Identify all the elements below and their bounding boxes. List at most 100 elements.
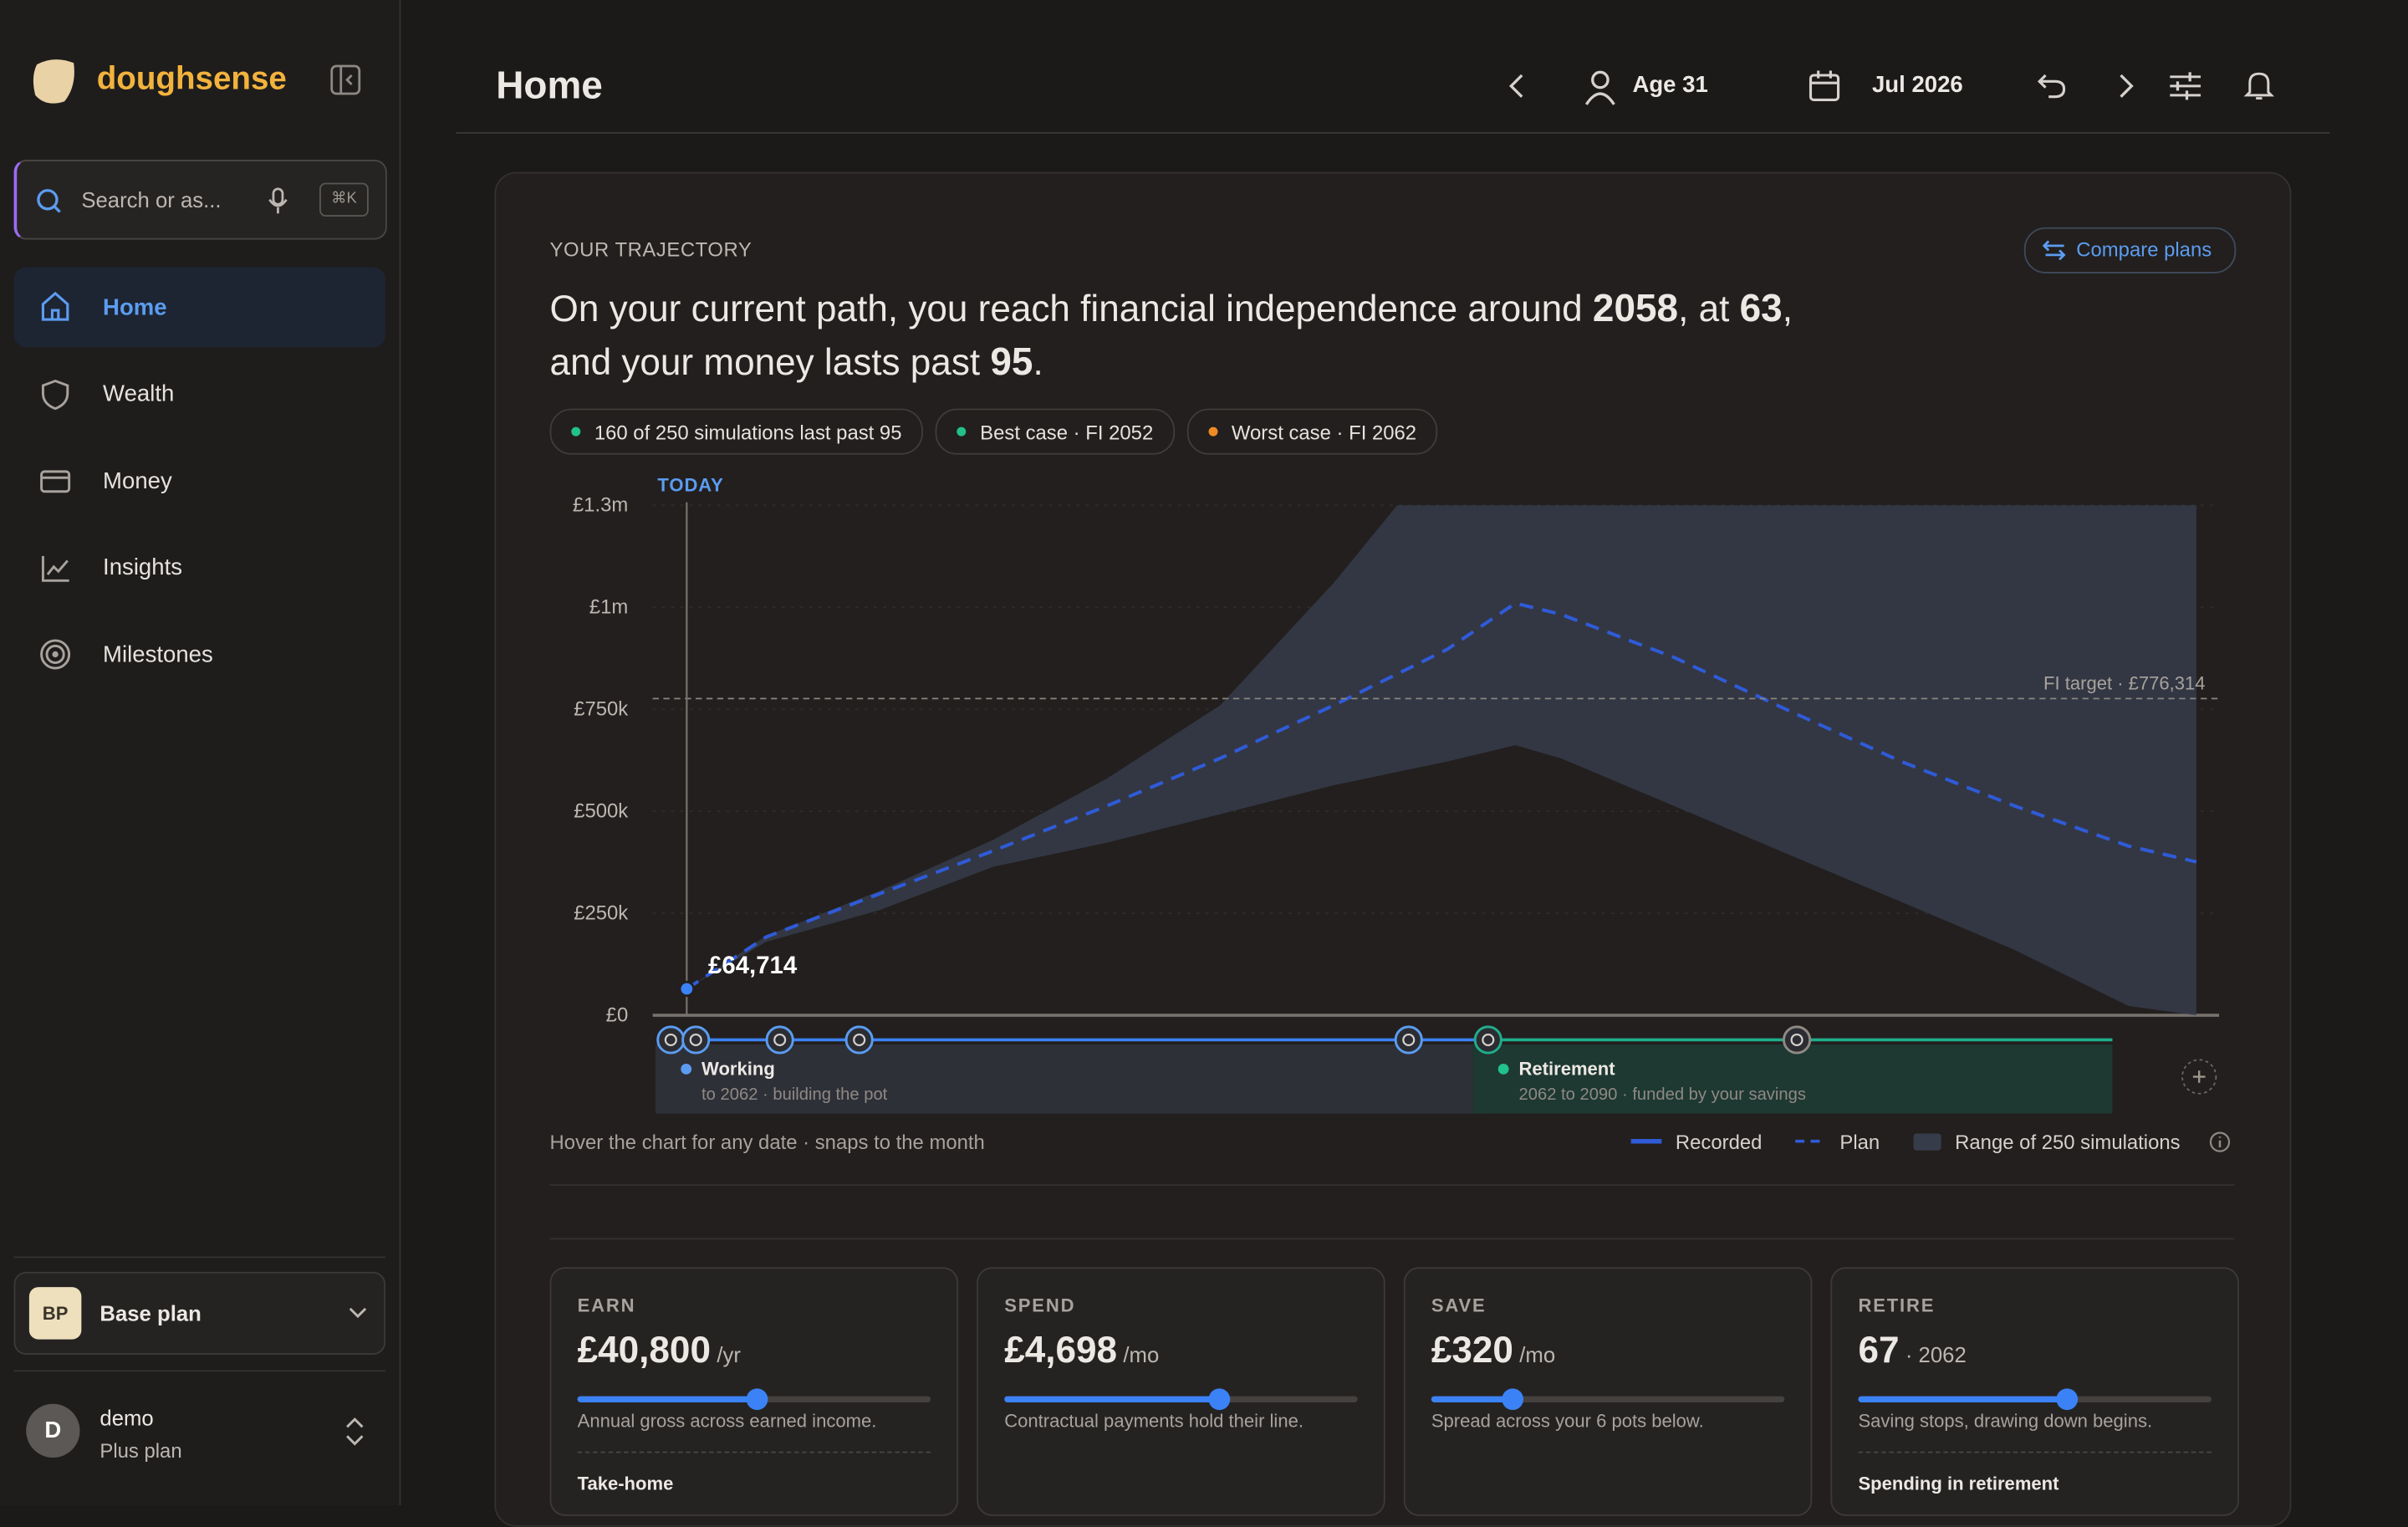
search-icon xyxy=(37,189,61,213)
nav-icon xyxy=(41,555,69,582)
headline: On your current path, you reach financia… xyxy=(550,283,1809,391)
slider-track[interactable] xyxy=(1431,1388,1785,1411)
phase-dot xyxy=(681,1063,692,1075)
milestone xyxy=(656,1025,686,1055)
legend-plan-swatch xyxy=(1795,1139,1826,1143)
card-sub: Spending in retirement xyxy=(1858,1451,2212,1494)
settings-button[interactable] xyxy=(2168,70,2201,101)
age[interactable]: Age 31 xyxy=(1632,72,1708,99)
collapse-button[interactable] xyxy=(330,64,361,95)
plan-line xyxy=(686,601,2197,991)
chip-dot xyxy=(957,426,967,437)
search-box[interactable]: Search or as... ⌘K xyxy=(13,160,387,240)
card-note: Annual gross across earned income. xyxy=(577,1410,877,1432)
card-value: £40,800/yr xyxy=(578,1330,741,1373)
slider-fill xyxy=(1431,1396,1513,1402)
mic-icon[interactable] xyxy=(268,187,289,215)
legend-label: Range of 250 simulations xyxy=(1955,1130,2181,1154)
card-unit: · 2062 xyxy=(1905,1342,1967,1367)
prev-button[interactable] xyxy=(1502,70,1533,101)
page-title: Home xyxy=(496,64,603,108)
card-note: Saving stops, drawing down begins. xyxy=(1858,1410,2153,1432)
search-placeholder: Search or as... xyxy=(81,187,222,212)
card-amount: £40,800 xyxy=(577,1330,711,1372)
y-tick-label: £750k xyxy=(574,698,628,721)
chip: 160 of 250 simulations last past 95 xyxy=(549,408,924,455)
milestone xyxy=(1782,1025,1812,1055)
undo-button[interactable] xyxy=(2035,70,2069,101)
avatar[interactable]: D xyxy=(26,1403,80,1458)
control-card: EARN £40,800/yr Annual gross across earned… xyxy=(549,1267,959,1516)
milestone xyxy=(1473,1025,1502,1055)
nav-label: Home xyxy=(103,294,167,320)
milestone xyxy=(844,1025,874,1055)
nav-item[interactable]: Insights xyxy=(14,528,385,608)
slider-knob[interactable] xyxy=(1209,1388,1231,1411)
sidebar: doughsense Search or as... ⌘K BP Base pl… xyxy=(0,0,401,1506)
plan-name: Base plan xyxy=(99,1300,202,1326)
compare-button[interactable]: Compare plans xyxy=(2023,227,2237,273)
card-label: EARN xyxy=(577,1295,636,1317)
nav-item[interactable]: Home xyxy=(13,267,386,348)
phase-band xyxy=(655,1044,1488,1114)
nav-item[interactable]: Money xyxy=(14,441,385,521)
shortcut: ⌘K xyxy=(319,182,369,217)
milestone-core xyxy=(664,1033,677,1047)
slider-knob[interactable] xyxy=(747,1388,768,1411)
milestone xyxy=(681,1025,711,1055)
eyebrow: YOUR TRAJECTORY xyxy=(549,237,752,262)
trajectory-chart[interactable]: £0 £250k £500k £750k £1m £1.3m FI target · £77… xyxy=(538,461,2242,1129)
card-value: £320/mo xyxy=(1431,1330,1555,1373)
card-label: SAVE xyxy=(1431,1295,1487,1317)
chip-dot xyxy=(1208,426,1218,437)
card-amount: 67 xyxy=(1858,1330,1900,1372)
milestone-core xyxy=(689,1033,702,1047)
headline-part: . xyxy=(1033,342,1043,385)
user-plan: Plus plan xyxy=(99,1439,182,1463)
y-tick-label: £1.3m xyxy=(573,494,628,517)
user-name: demo xyxy=(99,1405,154,1431)
chip: Best case · FI 2052 xyxy=(935,408,1175,455)
legend-band-swatch xyxy=(1913,1133,1941,1151)
nav-icon xyxy=(41,291,69,321)
age-icon xyxy=(1584,70,1615,105)
control-card: RETIRE 67 · 2062 Saving stops, drawing down… xyxy=(1830,1267,2239,1516)
milestone xyxy=(1394,1025,1423,1055)
user-menu[interactable] xyxy=(344,1416,365,1447)
add-phase-plus xyxy=(2192,1070,2206,1083)
slider-track[interactable] xyxy=(577,1388,931,1411)
card-note: Spread across your 6 pots below. xyxy=(1431,1410,1704,1432)
slider-knob[interactable] xyxy=(2055,1388,2078,1411)
next-button[interactable] xyxy=(2110,70,2141,101)
date[interactable]: Jul 2026 xyxy=(1871,72,1963,99)
chip-label: Best case · FI 2052 xyxy=(980,420,1154,443)
milestone-core xyxy=(773,1033,787,1047)
slider-track[interactable] xyxy=(1858,1388,2212,1411)
calendar-icon xyxy=(1809,70,1840,101)
card-value: 67 · 2062 xyxy=(1858,1330,1966,1373)
headline-part: On your current path, you reach financia… xyxy=(549,289,1593,330)
slider-fill xyxy=(1004,1396,1220,1402)
card-amount: £4,698 xyxy=(1004,1330,1118,1372)
nav-item[interactable]: Wealth xyxy=(14,355,385,435)
milestone-core xyxy=(1482,1033,1495,1047)
chip-dot xyxy=(571,426,581,437)
compare-icon xyxy=(2042,240,2066,261)
notifications-button[interactable] xyxy=(2243,69,2275,103)
y-tick-label: £1m xyxy=(589,596,628,619)
nav-item[interactable]: Milestones xyxy=(14,615,385,695)
divider xyxy=(13,1256,386,1259)
simulation-range xyxy=(686,505,2196,1016)
phase-detail: to 2062 · building the pot xyxy=(701,1085,888,1104)
slider-track[interactable] xyxy=(1004,1388,1358,1411)
info-icon[interactable] xyxy=(2208,1131,2232,1154)
legend-label: Plan xyxy=(1839,1130,1880,1154)
nav-label: Milestones xyxy=(103,641,213,668)
slider-knob[interactable] xyxy=(1502,1388,1523,1411)
divider xyxy=(549,1184,2235,1186)
card-value: £4,698/mo xyxy=(1004,1330,1159,1373)
add-phase xyxy=(2181,1059,2217,1095)
plan-switcher[interactable]: BP Base plan xyxy=(13,1271,386,1356)
chart-hint: Hover the chart for any date · snaps to … xyxy=(549,1130,985,1154)
